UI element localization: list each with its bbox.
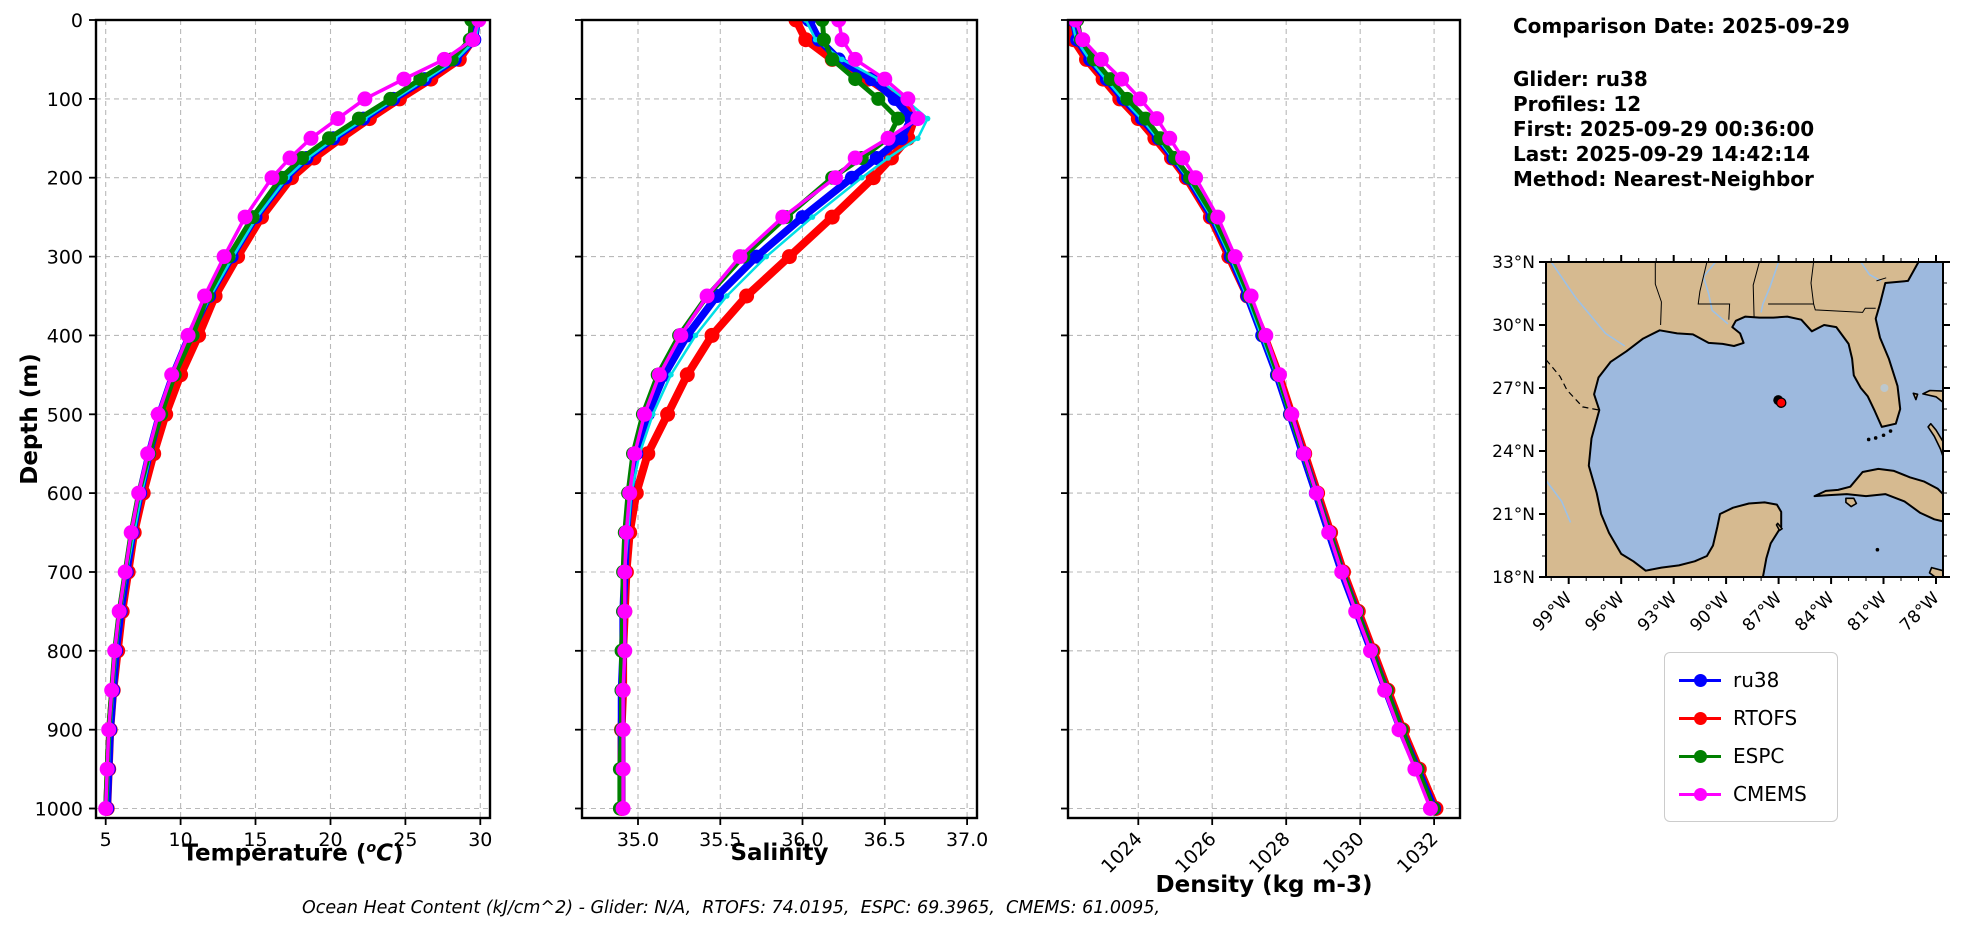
svg-text:81°W: 81°W (1844, 588, 1891, 635)
line-marker-swatch (1679, 749, 1721, 763)
depth-axis-label: Depth (m) (17, 353, 43, 485)
svg-text:84°W: 84°W (1791, 588, 1838, 635)
svg-text:25: 25 (393, 829, 417, 851)
svg-text:78°W: 78°W (1896, 588, 1943, 635)
info-panel: Comparison Date: 2025-09-29 Glider: ru38… (1513, 14, 1850, 192)
spacer (1513, 39, 1850, 67)
density-axis-label: Density (kg m-3) (1155, 872, 1373, 898)
svg-text:600: 600 (47, 483, 83, 505)
temperature-axis-label: Temperature (oC) (96, 840, 490, 867)
svg-text:0: 0 (71, 10, 83, 32)
svg-text:5: 5 (100, 829, 112, 851)
svg-text:30: 30 (468, 829, 492, 851)
svg-text:93°W: 93°W (1634, 588, 1681, 635)
svg-text:87°W: 87°W (1739, 588, 1786, 635)
method-text: Method: Nearest-Neighbor (1513, 167, 1814, 191)
legend-dot (1693, 787, 1707, 801)
label-text: Temperature ( (182, 840, 367, 867)
line-marker-swatch (1679, 787, 1721, 801)
svg-text:15: 15 (243, 829, 267, 851)
label-text: ) (393, 840, 404, 867)
label-var: C (376, 840, 394, 867)
legend-label: RTOFS (1733, 706, 1798, 730)
svg-text:18°N: 18°N (1492, 568, 1535, 588)
svg-text:21°N: 21°N (1492, 505, 1535, 525)
svg-text:30°N: 30°N (1492, 316, 1535, 336)
legend-label: ESPC (1733, 744, 1785, 768)
gulf-of-mexico-map: 33°N 30°N 27°N 24°N 21°N 18°N99°W 96°W 93°W 90°W… (1492, 253, 1950, 636)
svg-text:700: 700 (47, 562, 83, 584)
temperature-profile-plot: 5 10 15 20 25 3001002003004005006007008009001… (35, 10, 493, 851)
svg-text:99°W: 99°W (1529, 588, 1576, 635)
label-sup: o (366, 840, 377, 856)
svg-text:27°N: 27°N (1492, 379, 1535, 399)
salinity-profile-plot: 35.0 35.5 36.0 36.5 37.0 (575, 18, 988, 851)
legend-label: ru38 (1733, 668, 1780, 692)
legend-dot (1693, 711, 1707, 725)
svg-text:96°W: 96°W (1581, 588, 1628, 635)
svg-text:35.0: 35.0 (617, 829, 659, 851)
legend-item-espc: ESPC (1679, 737, 1823, 775)
glider-name-text: Glider: ru38 (1513, 67, 1648, 91)
legend-dot (1693, 673, 1707, 687)
svg-text:10: 10 (169, 829, 193, 851)
salinity-axis-label: Salinity (730, 840, 829, 866)
svg-text:24°N: 24°N (1492, 442, 1535, 462)
svg-text:90°W: 90°W (1686, 588, 1733, 635)
legend-dot (1693, 749, 1707, 763)
ocean-heat-content-text: Ocean Heat Content (kJ/cm^2) - Glider: N… (301, 898, 1161, 918)
legend: ru38 RTOFS ESPC CMEMS (1664, 652, 1838, 822)
svg-text:33°N: 33°N (1492, 253, 1535, 273)
legend-item-ru38: ru38 (1679, 661, 1823, 699)
svg-text:1026: 1026 (1171, 828, 1221, 878)
svg-text:20: 20 (318, 829, 342, 851)
svg-text:500: 500 (47, 404, 83, 426)
legend-label: CMEMS (1733, 782, 1807, 806)
svg-text:1000: 1000 (35, 799, 83, 821)
svg-text:1028: 1028 (1245, 828, 1295, 878)
svg-text:1030: 1030 (1319, 828, 1369, 878)
svg-text:800: 800 (47, 641, 83, 663)
legend-item-rtofs: RTOFS (1679, 699, 1823, 737)
svg-text:35.5: 35.5 (699, 829, 741, 851)
svg-text:100: 100 (47, 89, 83, 111)
comparison-date-text: Comparison Date: 2025-09-29 (1513, 14, 1850, 38)
first-profile-time-text: First: 2025-09-29 00:36:00 (1513, 117, 1815, 141)
svg-text:36.0: 36.0 (781, 829, 823, 851)
svg-text:37.0: 37.0 (946, 829, 988, 851)
last-profile-time-text: Last: 2025-09-29 14:42:14 (1513, 142, 1811, 166)
svg-text:200: 200 (47, 168, 83, 190)
svg-text:300: 300 (47, 247, 83, 269)
svg-text:900: 900 (47, 720, 83, 742)
density-profile-plot: 1024 1026 1028 1030 1032 (1061, 18, 1462, 878)
profiles-count-text: Profiles: 12 (1513, 92, 1642, 116)
line-marker-swatch (1679, 711, 1721, 725)
legend-item-cmems: CMEMS (1679, 775, 1823, 813)
svg-text:36.5: 36.5 (864, 829, 906, 851)
line-marker-swatch (1679, 673, 1721, 687)
svg-text:1032: 1032 (1393, 828, 1443, 878)
svg-text:1024: 1024 (1097, 828, 1147, 878)
svg-text:400: 400 (47, 325, 83, 347)
